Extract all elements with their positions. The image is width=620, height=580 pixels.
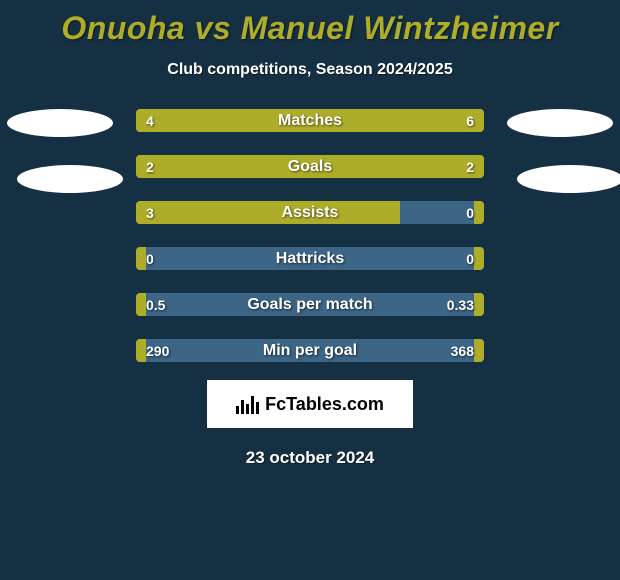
stat-value-right: 0	[456, 201, 484, 224]
avatar	[17, 165, 123, 193]
brand-badge: FcTables.com	[207, 380, 413, 428]
stat-value-left: 4	[136, 109, 164, 132]
bars-container: Matches46Goals22Assists30Hattricks00Goal…	[136, 109, 484, 362]
subtitle: Club competitions, Season 2024/2025	[0, 61, 620, 79]
infographic-root: Onuoha vs Manuel Wintzheimer Club compet…	[0, 0, 620, 580]
avatar-column-left	[0, 109, 120, 193]
stat-label: Hattricks	[136, 247, 484, 270]
stat-value-left: 0.5	[136, 293, 175, 316]
stat-value-right: 368	[441, 339, 484, 362]
stat-value-right: 6	[456, 109, 484, 132]
stat-row: Min per goal290 368	[136, 339, 484, 362]
stat-label: Goals	[136, 155, 484, 178]
avatar-column-right	[500, 109, 620, 193]
stat-row: Goals per match0.5 0.33	[136, 293, 484, 316]
stat-row: Assists3 0	[136, 201, 484, 224]
date-label: 23 october 2024	[0, 448, 620, 468]
avatar	[7, 109, 113, 137]
page-title: Onuoha vs Manuel Wintzheimer	[0, 0, 620, 47]
avatar	[507, 109, 613, 137]
stat-value-left: 2	[136, 155, 164, 178]
stat-value-left: 290	[136, 339, 179, 362]
stat-label: Min per goal	[136, 339, 484, 362]
stat-label: Assists	[136, 201, 484, 224]
comparison-block: Matches46Goals22Assists30Hattricks00Goal…	[0, 109, 620, 362]
bar-chart-icon	[236, 394, 259, 414]
stat-label: Matches	[136, 109, 484, 132]
stat-value-right: 0.33	[437, 293, 484, 316]
stat-value-right: 0	[456, 247, 484, 270]
stat-value-right: 2	[456, 155, 484, 178]
brand-text: FcTables.com	[265, 394, 384, 415]
stat-row: Goals2 2	[136, 155, 484, 178]
avatar	[517, 165, 620, 193]
stat-value-left: 3	[136, 201, 164, 224]
stat-row: Matches4 6	[136, 109, 484, 132]
stat-label: Goals per match	[136, 293, 484, 316]
stat-row: Hattricks0 0	[136, 247, 484, 270]
stat-value-left: 0	[136, 247, 164, 270]
